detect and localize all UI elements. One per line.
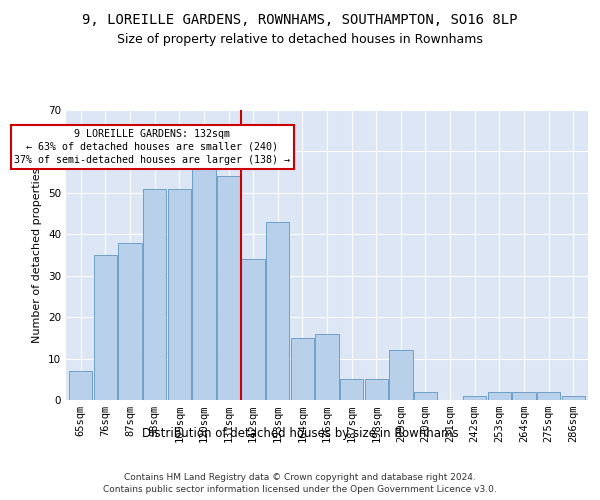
Text: 9 LOREILLE GARDENS: 132sqm
← 63% of detached houses are smaller (240)
37% of sem: 9 LOREILLE GARDENS: 132sqm ← 63% of deta…	[14, 128, 290, 165]
Bar	[69, 371, 92, 400]
Bar	[290, 338, 314, 400]
Text: Size of property relative to detached houses in Rownhams: Size of property relative to detached ho…	[117, 32, 483, 46]
Bar	[143, 188, 166, 400]
Text: Contains HM Land Registry data © Crown copyright and database right 2024.
Contai: Contains HM Land Registry data © Crown c…	[103, 472, 497, 494]
Bar	[241, 259, 265, 400]
Bar	[488, 392, 511, 400]
Text: Distribution of detached houses by size in Rownhams: Distribution of detached houses by size …	[142, 428, 458, 440]
Bar	[414, 392, 437, 400]
Bar	[365, 380, 388, 400]
Bar	[192, 164, 215, 400]
Y-axis label: Number of detached properties: Number of detached properties	[32, 168, 43, 342]
Bar	[316, 334, 338, 400]
Bar	[118, 242, 142, 400]
Bar	[389, 350, 413, 400]
Bar	[340, 380, 364, 400]
Bar	[167, 188, 191, 400]
Bar	[537, 392, 560, 400]
Bar	[512, 392, 536, 400]
Bar	[94, 255, 117, 400]
Text: 9, LOREILLE GARDENS, ROWNHAMS, SOUTHAMPTON, SO16 8LP: 9, LOREILLE GARDENS, ROWNHAMS, SOUTHAMPT…	[82, 12, 518, 26]
Bar	[463, 396, 487, 400]
Bar	[562, 396, 585, 400]
Bar	[266, 222, 289, 400]
Bar	[217, 176, 240, 400]
